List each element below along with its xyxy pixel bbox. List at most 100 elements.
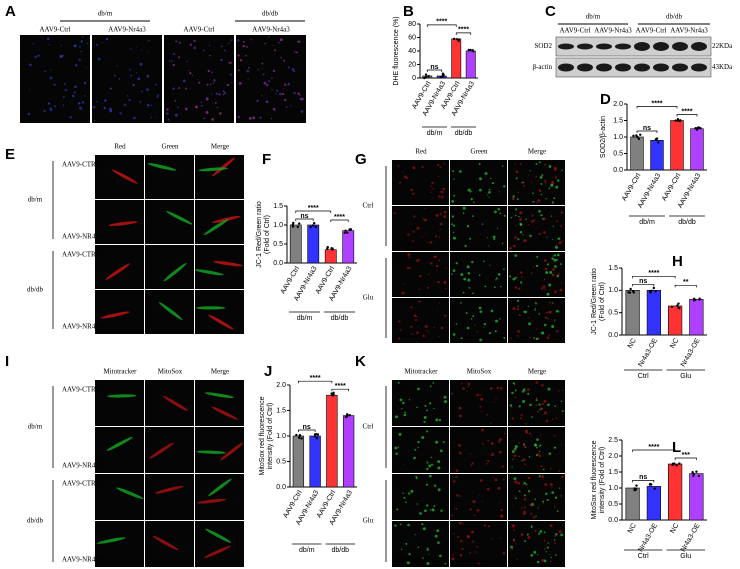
lane-label: AAV9-Nr4a3 <box>594 27 632 35</box>
speck <box>535 399 538 402</box>
data-dot <box>348 414 351 417</box>
panel-letter: K <box>355 353 366 370</box>
speck <box>231 81 233 84</box>
speck <box>252 116 256 120</box>
group-label: Ctrl <box>638 373 649 380</box>
speck <box>248 66 250 69</box>
y-tick-label: 0.0 <box>273 260 283 267</box>
speck <box>538 161 541 164</box>
data-dot <box>632 134 635 138</box>
speck <box>481 500 483 502</box>
speck <box>541 403 544 406</box>
speck <box>438 418 442 422</box>
row-label: AAV9-CTRL <box>62 251 100 259</box>
speck <box>520 414 523 417</box>
micrograph <box>236 35 306 123</box>
y-tick-label: 1.5 <box>613 117 623 124</box>
speck <box>553 197 556 200</box>
band <box>691 63 707 72</box>
panel-letter: G <box>355 151 367 168</box>
speck <box>556 510 559 513</box>
speck <box>206 99 208 101</box>
speck <box>460 337 463 340</box>
speck <box>418 258 421 261</box>
speck <box>438 301 440 304</box>
speck <box>500 387 503 390</box>
speck <box>405 501 407 504</box>
speck <box>434 235 438 238</box>
group-label: db/m <box>639 219 655 226</box>
speck <box>437 175 440 178</box>
data-dot <box>670 305 674 309</box>
blot <box>555 57 712 78</box>
speck <box>490 442 494 445</box>
speck <box>424 218 427 222</box>
speck <box>545 492 548 496</box>
y-axis-label: MitoSox red fluorescenceintensity (Fold … <box>591 440 606 519</box>
speck <box>531 416 533 418</box>
speck <box>460 539 463 543</box>
micrograph <box>392 252 449 297</box>
speck <box>527 490 531 493</box>
speck <box>135 72 137 74</box>
speck <box>538 450 541 453</box>
speck <box>135 46 137 49</box>
speck <box>532 192 534 195</box>
significance-label: **** <box>648 444 659 451</box>
speck <box>491 538 493 540</box>
significance-label: ns <box>639 474 647 481</box>
speck <box>554 265 557 268</box>
speck <box>455 262 458 265</box>
speck <box>517 299 520 302</box>
bar <box>465 50 476 79</box>
bar <box>650 140 664 171</box>
speck <box>394 524 397 527</box>
cell <box>106 436 133 451</box>
speck <box>500 285 502 288</box>
speck <box>402 171 404 173</box>
speck <box>193 39 196 43</box>
group-label: db/db <box>666 13 682 21</box>
column-label: MitoSox <box>467 368 492 376</box>
speck <box>499 212 502 215</box>
speck <box>516 198 519 201</box>
speck <box>421 236 424 238</box>
speck <box>462 212 465 215</box>
speck <box>517 481 521 485</box>
speck <box>214 101 217 104</box>
data-dot <box>691 471 694 474</box>
speck <box>237 69 240 72</box>
speck <box>555 330 559 333</box>
speck <box>205 110 209 114</box>
speck <box>407 253 411 256</box>
data-dot <box>692 472 696 476</box>
data-dot <box>695 470 698 473</box>
speck <box>479 405 482 408</box>
speck <box>437 280 440 284</box>
speck <box>239 59 243 62</box>
data-dot <box>678 119 682 123</box>
speck <box>546 236 548 238</box>
speck <box>512 526 515 528</box>
speck <box>516 307 520 311</box>
speck <box>452 231 455 234</box>
band <box>596 63 612 72</box>
speck <box>554 434 556 437</box>
speck <box>525 431 528 434</box>
speck <box>502 552 506 555</box>
speck <box>517 287 521 290</box>
data-dot <box>654 290 657 293</box>
speck <box>537 554 539 556</box>
significance-label: ** <box>683 279 689 286</box>
y-tick-label: 0.5 <box>613 150 623 157</box>
speck <box>445 267 447 269</box>
bar <box>689 298 704 336</box>
column-label: Merge <box>528 148 546 156</box>
speck <box>403 413 407 417</box>
speck <box>86 42 89 45</box>
speck <box>484 285 487 288</box>
speck <box>415 475 418 478</box>
speck <box>228 62 230 64</box>
speck <box>520 271 523 274</box>
cell <box>100 311 130 319</box>
